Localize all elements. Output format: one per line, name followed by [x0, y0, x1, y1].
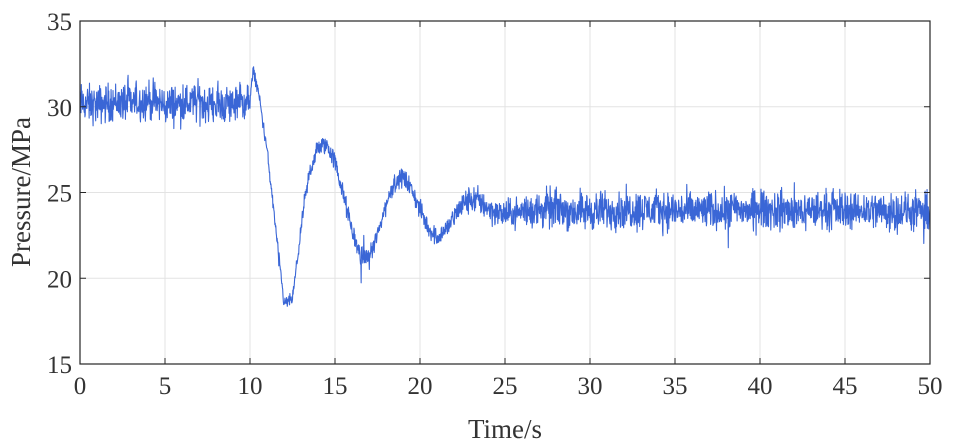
plot-area — [79, 66, 931, 307]
x-tick-label: 30 — [578, 373, 603, 400]
x-axis-label: Time/s — [468, 414, 542, 444]
x-tick-label: 0 — [74, 373, 87, 400]
x-tick-label: 10 — [238, 373, 263, 400]
y-tick-label: 35 — [47, 9, 72, 36]
x-tick-label: 45 — [833, 373, 858, 400]
y-tick-label: 15 — [47, 352, 72, 379]
y-tick-label: 25 — [47, 181, 72, 208]
x-tick-label: 50 — [918, 373, 943, 400]
x-tick-label: 20 — [408, 373, 433, 400]
y-tick-label: 30 — [47, 95, 72, 122]
x-tick-label: 25 — [493, 373, 518, 400]
x-tick-label: 35 — [663, 373, 688, 400]
y-tick-label: 20 — [47, 266, 72, 293]
tick-labels: 0 5 10 15 20 25 30 35 40 45 50 15 20 25 30 35 — [47, 9, 943, 400]
y-axis-label: Pressure/MPa — [6, 117, 36, 267]
tick-marks — [79, 20, 931, 365]
grid — [79, 20, 931, 365]
x-tick-label: 5 — [159, 373, 172, 400]
pressure-series-line — [79, 66, 931, 307]
x-tick-label: 15 — [323, 373, 348, 400]
x-tick-label: 40 — [748, 373, 773, 400]
